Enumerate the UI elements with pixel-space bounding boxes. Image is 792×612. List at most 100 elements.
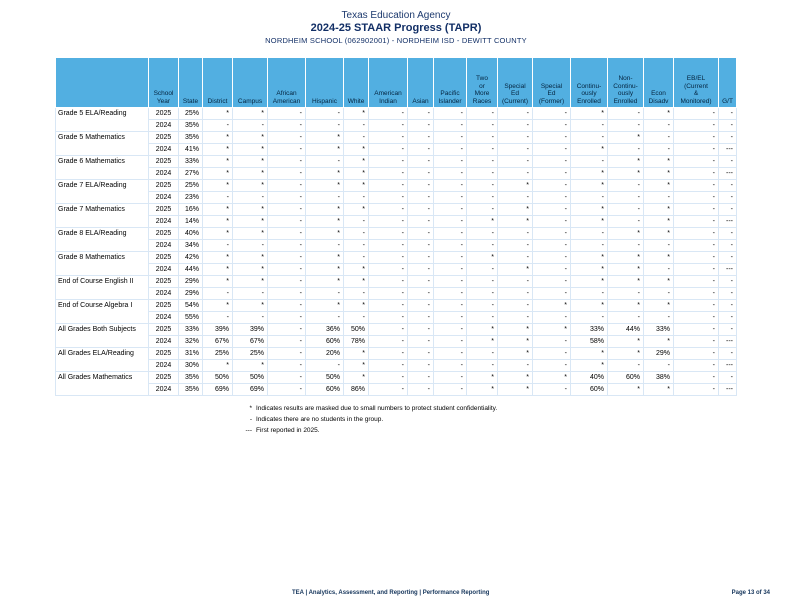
hispanic-cell: 50% bbox=[305, 371, 344, 384]
table-row: Grade 7 Mathematics 2025 16% * * - * * - - - - * - * - *… bbox=[55, 203, 737, 228]
special_ed_former-cell: - bbox=[532, 347, 571, 360]
hispanic-cell: * bbox=[305, 215, 344, 228]
row-label: Grade 6 Mathematics bbox=[55, 155, 149, 180]
gt-cell: --- bbox=[718, 359, 737, 372]
american_indian-cell: - bbox=[368, 383, 408, 396]
hispanic-cell: * bbox=[305, 263, 344, 276]
american_indian-cell: - bbox=[368, 143, 408, 156]
eb_el-cell: - bbox=[673, 275, 719, 288]
american_indian-cell: - bbox=[368, 287, 408, 300]
econ_disadv-cell: 33% bbox=[643, 323, 674, 336]
continuously_enrolled-cell: * bbox=[570, 359, 608, 372]
pacific_islander-cell: - bbox=[433, 311, 467, 324]
special_ed_former-cell: - bbox=[532, 359, 571, 372]
report-header: Texas Education Agency 2024-25 STAAR Pro… bbox=[0, 10, 792, 45]
african_american-cell: - bbox=[267, 155, 306, 168]
special_ed_former-cell: - bbox=[532, 155, 571, 168]
row-label: Grade 8 ELA/Reading bbox=[55, 227, 149, 252]
school-year-cell: 2024 bbox=[148, 143, 179, 156]
campus-cell: * bbox=[232, 107, 268, 120]
table-row: 2024 44% * * - * * - - - - * - * * - - --- bbox=[56, 263, 737, 276]
asian-cell: - bbox=[407, 191, 434, 204]
american_indian-cell: - bbox=[368, 263, 408, 276]
white-cell: 50% bbox=[343, 323, 369, 336]
pacific_islander-cell: - bbox=[433, 299, 467, 312]
row-label: Grade 7 ELA/Reading bbox=[55, 179, 149, 204]
table-row: 2024 30% * * - - * - - - - - - * - - - --- bbox=[56, 359, 737, 372]
district-cell: * bbox=[202, 203, 233, 216]
table-row: Grade 8 ELA/Reading 2025 40% * * - * - - - - - - - - * *… bbox=[55, 227, 737, 252]
school-year-cell: 2025 bbox=[148, 371, 179, 384]
hispanic-cell: 20% bbox=[305, 347, 344, 360]
state-cell: 40% bbox=[178, 227, 203, 240]
campus-cell: - bbox=[232, 311, 268, 324]
footnote-text: Indicates there are no students in the g… bbox=[256, 416, 384, 423]
african_american-cell: - bbox=[267, 191, 306, 204]
state-cell: 54% bbox=[178, 299, 203, 312]
american_indian-cell: - bbox=[368, 371, 408, 384]
continuously_enrolled-cell: 40% bbox=[570, 371, 608, 384]
state-cell: 16% bbox=[178, 203, 203, 216]
school-year-cell: 2024 bbox=[148, 287, 179, 300]
asian-cell: - bbox=[407, 251, 434, 264]
white-cell: * bbox=[343, 275, 369, 288]
page-number: Page 13 of 34 bbox=[731, 590, 770, 596]
page-footer: TEA | Analytics, Assessment, and Reporti… bbox=[292, 590, 770, 596]
table-row: End of Course Algebra I 2025 54% * * - * * - - - - -… bbox=[55, 299, 737, 324]
column-header: Pacific Islander bbox=[433, 57, 467, 108]
white-cell: * bbox=[343, 299, 369, 312]
continuously_enrolled-cell: * bbox=[570, 167, 608, 180]
table-row: 2024 32% 67% 67% -60% 78% - - - * * -58% * * - --- bbox=[56, 335, 737, 348]
special_ed_former-cell: - bbox=[532, 119, 571, 132]
agency-title: Texas Education Agency bbox=[341, 10, 451, 21]
white-cell: * bbox=[343, 371, 369, 384]
american_indian-cell: - bbox=[368, 227, 408, 240]
two_or_more_races-cell: - bbox=[466, 191, 498, 204]
white-cell: * bbox=[343, 359, 369, 372]
african_american-cell: - bbox=[267, 119, 306, 132]
non_continuously_enrolled-cell: - bbox=[607, 107, 644, 120]
row-label: Grade 5 Mathematics bbox=[55, 131, 149, 156]
pacific_islander-cell: - bbox=[433, 143, 467, 156]
gt-cell: - bbox=[718, 311, 737, 324]
hispanic-cell: * bbox=[305, 179, 344, 192]
state-cell: 27% bbox=[178, 167, 203, 180]
campus-cell: * bbox=[232, 263, 268, 276]
hispanic-cell: * bbox=[305, 275, 344, 288]
staar-progress-table: School Year State District Campus African Am… bbox=[55, 57, 737, 396]
two_or_more_races-cell: * bbox=[466, 371, 498, 384]
asian-cell: - bbox=[407, 299, 434, 312]
hispanic-cell: - bbox=[305, 119, 344, 132]
continuously_enrolled-cell: * bbox=[570, 347, 608, 360]
column-header: Special Ed (Current) bbox=[497, 57, 533, 108]
gt-cell: - bbox=[718, 119, 737, 132]
continuously_enrolled-cell: * bbox=[570, 215, 608, 228]
gt-cell: --- bbox=[718, 383, 737, 396]
school-year-cell: 2024 bbox=[148, 167, 179, 180]
asian-cell: - bbox=[407, 155, 434, 168]
two_or_more_races-cell: - bbox=[466, 107, 498, 120]
two_or_more_races-cell: - bbox=[466, 347, 498, 360]
footnote-text: Indicates results are masked due to smal… bbox=[256, 405, 498, 412]
table-row: 2024 55% - - - - - - - - - - - - - - - - bbox=[56, 311, 737, 324]
white-cell: * bbox=[343, 347, 369, 360]
table-row: Grade 5 ELA/Reading 2025 25% * * - - * - - - - - - * - *… bbox=[55, 107, 737, 132]
hispanic-cell: - bbox=[305, 287, 344, 300]
school-year-cell: 2024 bbox=[148, 119, 179, 132]
table-row: Grade 7 ELA/Reading 2025 25% * * - * * - - - - * - * - *… bbox=[55, 179, 737, 204]
econ_disadv-cell: - bbox=[643, 311, 674, 324]
econ_disadv-cell: * bbox=[643, 203, 674, 216]
african_american-cell: - bbox=[267, 131, 306, 144]
campus-cell: - bbox=[232, 239, 268, 252]
non_continuously_enrolled-cell: 60% bbox=[607, 371, 644, 384]
econ_disadv-cell: * bbox=[643, 335, 674, 348]
non_continuously_enrolled-cell: * bbox=[607, 131, 644, 144]
column-header: Two or More Races bbox=[466, 57, 498, 108]
pacific_islander-cell: - bbox=[433, 239, 467, 252]
two_or_more_races-cell: * bbox=[466, 323, 498, 336]
asian-cell: - bbox=[407, 335, 434, 348]
non_continuously_enrolled-cell: - bbox=[607, 179, 644, 192]
state-cell: 35% bbox=[178, 131, 203, 144]
state-cell: 41% bbox=[178, 143, 203, 156]
pacific_islander-cell: - bbox=[433, 131, 467, 144]
